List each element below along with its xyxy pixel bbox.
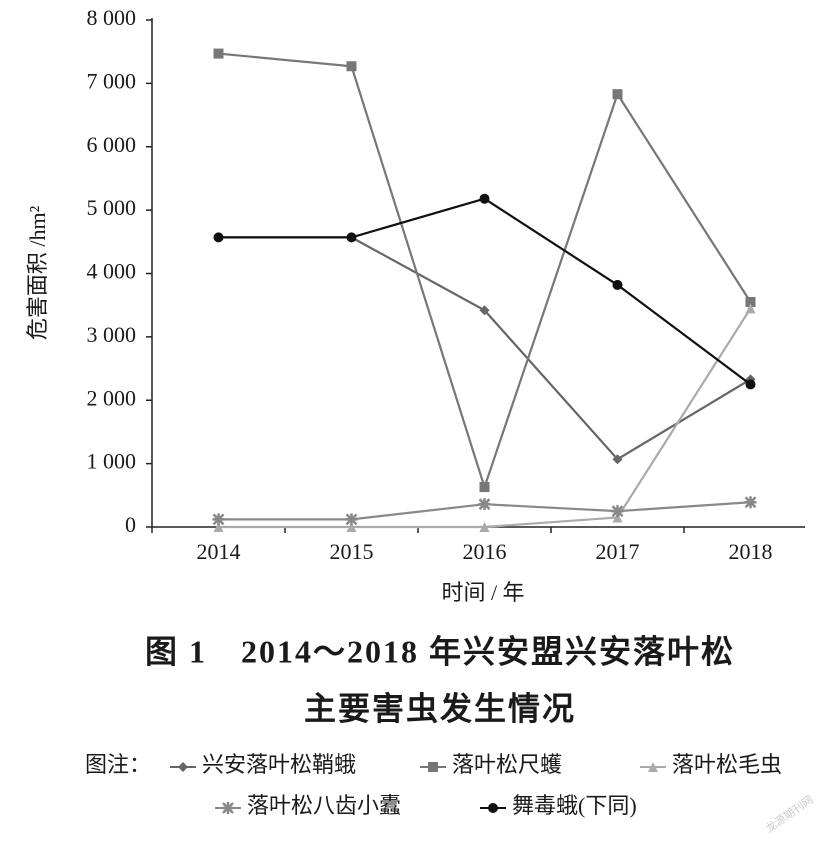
legend-marker [178,762,188,772]
point [612,454,623,465]
y-tick-label: 5 000 [87,195,137,220]
point [612,279,623,290]
point [744,496,757,509]
point [346,522,357,532]
point [213,232,224,243]
x-tick-label: 2014 [197,539,241,564]
point [612,89,623,100]
point [213,48,224,59]
legend-marker [648,762,658,772]
x-axis-label: 时间 / 年 [441,580,524,605]
watermark: 龙源期刊网 [763,792,816,835]
chart-title: 图 1 2014～2018 年兴安盟兴安落叶松 [145,633,735,669]
legend-label: 兴安落叶松鞘蛾 [202,752,356,777]
legend-label: 舞毒蛾(下同) [512,793,637,818]
y-tick-label: 4 000 [87,259,137,284]
legend-label: 落叶松毛虫 [672,752,782,777]
x-tick-label: 2015 [330,539,374,564]
point [478,498,491,511]
y-tick-label: 8 000 [87,5,137,30]
y-axis-label: 危害面积 /hm² [25,205,50,340]
point [213,522,224,532]
legend-label: 落叶松尺蠖 [452,752,562,777]
point [611,505,624,518]
legend-title: 图注： [85,752,151,777]
point [745,379,756,390]
point [345,513,358,526]
point [479,482,490,493]
series-line [218,197,752,386]
x-tick-label: 2017 [596,539,640,564]
y-tick-label: 0 [125,512,136,537]
chart-title: 主要害虫发生情况 [304,690,576,726]
y-tick-label: 1 000 [87,449,137,474]
legend-label: 落叶松八齿小蠹 [247,793,401,818]
point [745,303,756,314]
point [346,232,357,243]
point [745,297,756,308]
series-line [218,307,752,529]
y-tick-label: 3 000 [87,322,137,347]
point [479,305,490,316]
series-line [218,236,752,461]
point [346,61,357,72]
x-tick-label: 2018 [729,539,773,564]
series-line [218,52,752,491]
legend-marker [488,803,498,813]
point [479,522,490,532]
y-tick-label: 7 000 [87,68,137,93]
legend-marker [222,802,234,814]
point [212,513,225,526]
y-tick-label: 2 000 [87,385,137,410]
y-tick-label: 6 000 [87,132,137,157]
x-tick-label: 2016 [463,539,507,564]
point [479,193,490,204]
point [612,512,623,523]
legend-marker [428,762,438,772]
